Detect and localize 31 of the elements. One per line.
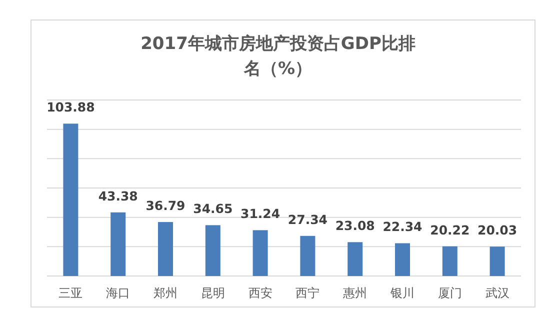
bar	[490, 246, 505, 276]
bar	[63, 124, 78, 276]
data-label: 27.34	[288, 212, 328, 227]
bar	[442, 246, 458, 276]
bar	[252, 230, 268, 276]
x-tick-label: 郑州	[154, 286, 178, 300]
data-label: 20.22	[430, 222, 470, 238]
chart-title: 2017年城市房地产投资占GDP比排名（%）	[140, 34, 416, 79]
data-label: 23.08	[335, 218, 375, 234]
x-tick-label: 武汉	[485, 286, 510, 300]
x-tick-label: 西宁	[296, 286, 320, 300]
data-label: 22.34	[382, 219, 423, 234]
data-label: 34.65	[193, 201, 233, 216]
x-tick-label: 银川	[390, 286, 414, 300]
x-tick-label: 厦门	[438, 286, 462, 300]
bar	[158, 222, 173, 276]
x-tick-label: 西安	[248, 286, 272, 300]
bar	[300, 236, 316, 276]
bar	[205, 225, 220, 276]
x-tick-label: 昆明	[200, 286, 225, 300]
data-label: 20.03	[478, 222, 518, 238]
data-label: 43.38	[98, 188, 138, 204]
x-tick-label: 三亚	[58, 286, 83, 300]
data-label: 36.79	[146, 198, 186, 214]
bar	[395, 243, 410, 276]
x-tick-label: 海口	[106, 286, 130, 300]
bar	[348, 242, 363, 276]
data-label: 103.88	[46, 100, 95, 115]
x-tick-label: 惠州	[342, 286, 368, 300]
bar	[110, 212, 126, 276]
data-label: 31.24	[240, 206, 280, 222]
